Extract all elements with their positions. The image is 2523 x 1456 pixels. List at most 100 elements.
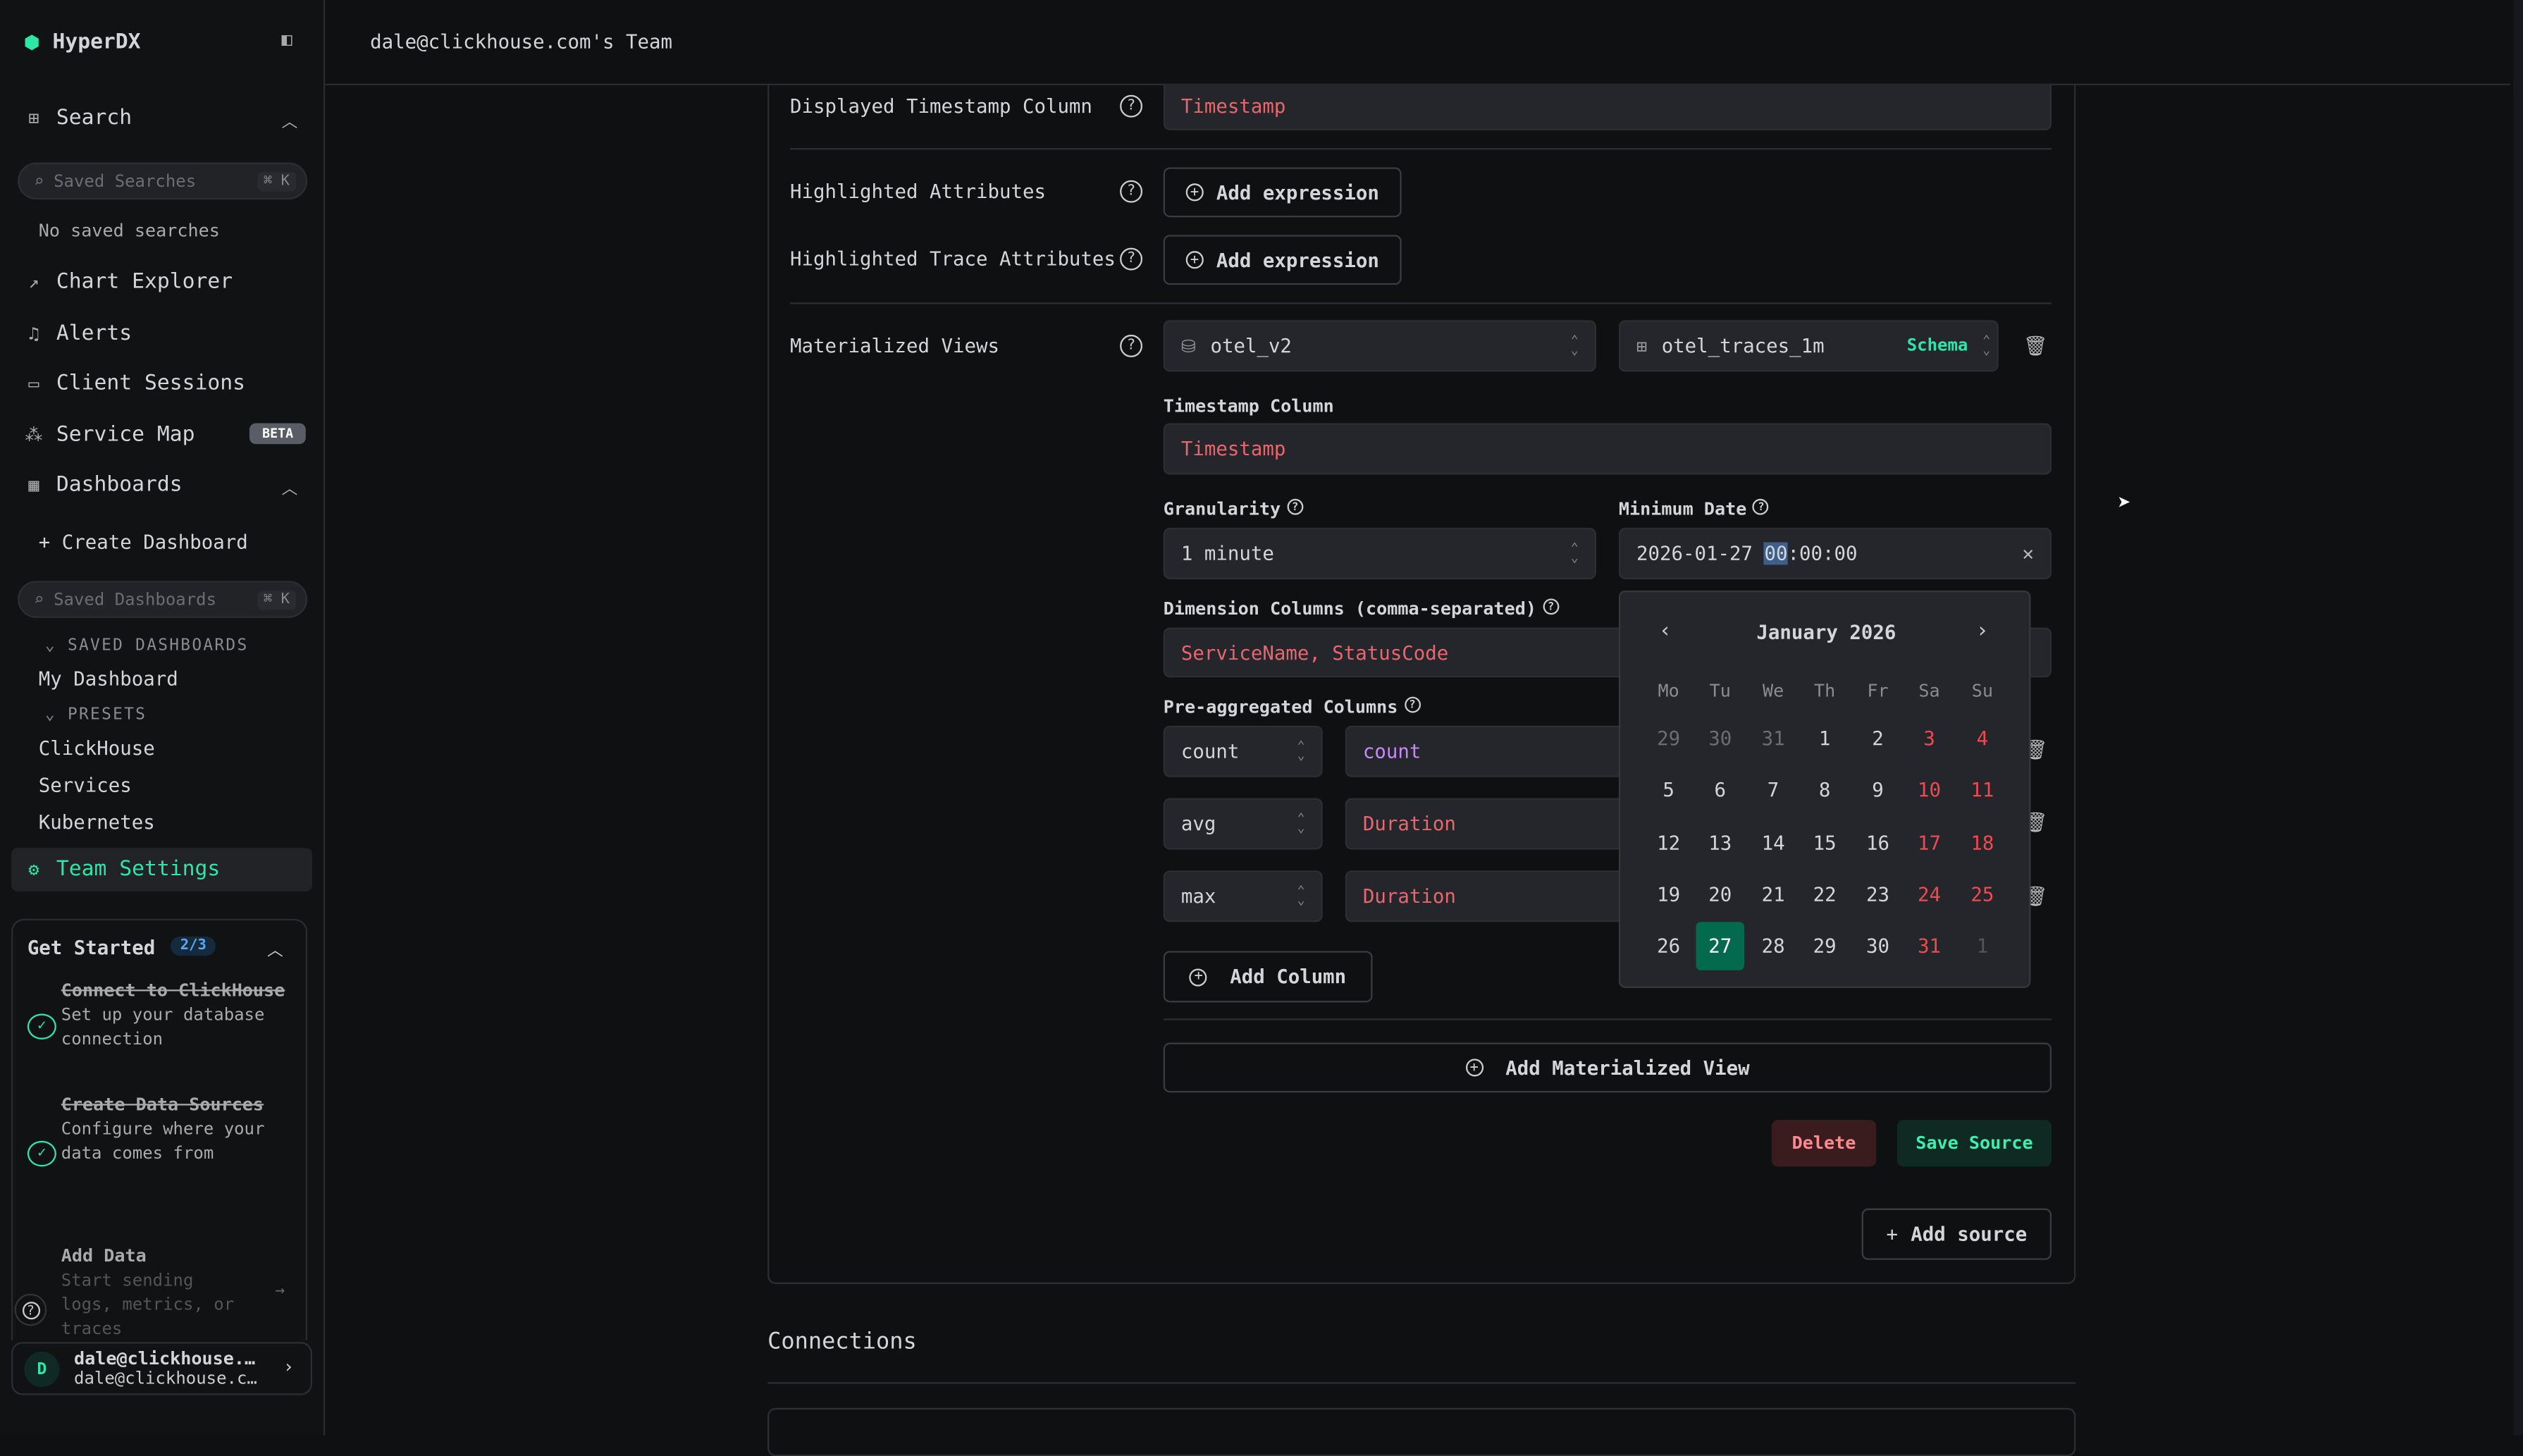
step-connect[interactable]: Connect to ClickHouse Set up your databa… xyxy=(61,978,300,1052)
calendar-day[interactable]: 28 xyxy=(1761,934,1785,958)
calendar-day[interactable]: 4 xyxy=(1976,727,1989,750)
calendar-day[interactable]: 1 xyxy=(1976,934,1989,958)
calendar-day[interactable]: 3 xyxy=(1923,727,1935,750)
help-icon[interactable]: ? xyxy=(1120,247,1143,271)
next-month-button[interactable]: › xyxy=(1975,619,1989,644)
calendar-day[interactable]: 21 xyxy=(1761,883,1785,906)
help-icon[interactable]: ? xyxy=(1753,498,1770,515)
aggregate-fn-select[interactable]: max ⌃ ⌄ xyxy=(1163,870,1323,923)
label: Add Materialized View xyxy=(1505,1056,1750,1079)
calendar-day[interactable]: 26 xyxy=(1657,934,1681,958)
saved-dashboards-header[interactable]: ⌄ SAVED DASHBOARDS xyxy=(45,637,249,655)
calendar-day[interactable]: 9 xyxy=(1872,779,1884,802)
mv-database-select[interactable]: ⛁ otel_v2 ⌃ ⌄ xyxy=(1163,320,1596,372)
add-trace-expression-button[interactable]: + Add expression xyxy=(1163,235,1402,285)
mouse-cursor-icon: ➤ xyxy=(2117,491,2131,517)
calendar-day[interactable]: 15 xyxy=(1813,832,1837,855)
previous-month-button[interactable]: ‹ xyxy=(1658,619,1672,644)
add-column-button[interactable]: + Add Column xyxy=(1163,951,1373,1003)
calendar-day[interactable]: 10 xyxy=(1918,779,1942,802)
calendar-day[interactable]: 31 xyxy=(1761,727,1785,750)
calendar-day[interactable]: 14 xyxy=(1761,832,1785,855)
aggregate-fn-select[interactable]: avg ⌃ ⌄ xyxy=(1163,798,1323,850)
preset-link[interactable]: ClickHouse xyxy=(38,736,155,760)
sidebar-item-dashboards[interactable]: ▦ Dashboards xyxy=(24,468,182,500)
calendar-day[interactable]: 6 xyxy=(1714,779,1726,802)
calendar-day[interactable]: 25 xyxy=(1970,883,1994,906)
calendar-day[interactable]: 11 xyxy=(1970,779,1994,802)
calendar-day[interactable]: 22 xyxy=(1813,883,1837,906)
chevron-up-icon[interactable]: ︿ xyxy=(267,942,283,961)
field-label: Timestamp Column xyxy=(1163,395,1334,417)
calendar-day[interactable]: 12 xyxy=(1657,832,1681,855)
delete-button[interactable]: Delete xyxy=(1771,1120,1877,1167)
saved-searches-input[interactable]: ⌕ Saved Searches ⌘ K xyxy=(18,162,308,200)
calendar-day[interactable]: 8 xyxy=(1818,779,1831,802)
preset-link[interactable]: Kubernetes xyxy=(38,810,155,834)
calendar-day[interactable]: 7 xyxy=(1767,779,1779,802)
sidebar-item-chart-explorer[interactable]: ↗ Chart Explorer xyxy=(24,266,233,298)
mv-timestamp-input[interactable]: Timestamp xyxy=(1163,423,2052,475)
saved-dashboards-input[interactable]: ⌕ Saved Dashboards ⌘ K xyxy=(18,581,308,618)
help-button[interactable]: ? xyxy=(14,1293,47,1326)
label: Service Map xyxy=(56,422,195,447)
calendar-day[interactable]: 5 xyxy=(1663,779,1674,802)
calendar-day[interactable]: 30 xyxy=(1865,934,1889,958)
help-icon[interactable]: ? xyxy=(1287,498,1304,515)
calendar-day[interactable]: 19 xyxy=(1657,883,1681,906)
add-expression-button[interactable]: + Add expression xyxy=(1163,167,1402,218)
calendar-day[interactable]: 24 xyxy=(1918,883,1942,906)
add-materialized-view-button[interactable]: + Add Materialized View xyxy=(1163,1042,2052,1093)
help-icon[interactable]: ? xyxy=(1120,94,1143,118)
label: Add expression xyxy=(1216,248,1379,271)
help-icon[interactable]: ? xyxy=(1543,598,1559,615)
add-source-button[interactable]: + Add source xyxy=(1861,1208,2052,1260)
chevron-up-icon[interactable]: ︿ xyxy=(281,481,298,499)
create-dashboard-link[interactable]: + Create Dashboard xyxy=(38,531,248,554)
sidebar-item-service-map[interactable]: ⁂ Service Map xyxy=(24,419,195,451)
brand[interactable]: ⬢ HyperDX xyxy=(24,26,140,58)
collapse-sidebar-icon[interactable]: ◧ xyxy=(281,29,292,50)
aggregate-fn-select[interactable]: count ⌃ ⌄ xyxy=(1163,725,1323,777)
scrollbar[interactable] xyxy=(2513,0,2523,1436)
help-icon[interactable]: ? xyxy=(1120,180,1143,203)
step-data-sources[interactable]: Create Data Sources Configure where your… xyxy=(61,1092,300,1166)
arrow-right-icon: → xyxy=(275,1282,285,1300)
calendar-day[interactable]: 16 xyxy=(1865,832,1889,855)
presets-header[interactable]: ⌄ PRESETS xyxy=(45,706,147,724)
save-source-button[interactable]: Save Source xyxy=(1896,1120,2052,1167)
mv-table-select[interactable]: ⊞ otel_traces_1m Schema ⌃ ⌄ xyxy=(1618,320,1999,372)
help-icon[interactable]: ? xyxy=(1120,334,1143,357)
progress-badge: 2/3 xyxy=(171,936,216,956)
help-icon[interactable]: ? xyxy=(1404,696,1421,713)
sidebar-item-team-settings[interactable]: ⚙ Team Settings xyxy=(11,848,312,892)
calendar-day[interactable]: 29 xyxy=(1657,727,1681,750)
calendar-day-selected[interactable]: 27 xyxy=(1696,922,1744,970)
displayed-timestamp-input[interactable]: Timestamp xyxy=(1163,83,2052,130)
user-menu[interactable]: D dale@clickhouse.… dale@clickhouse.c… › xyxy=(11,1342,312,1395)
calendar-month[interactable]: January 2026 xyxy=(1756,621,1896,644)
schema-link[interactable]: Schema xyxy=(1906,336,1968,356)
calendar-day[interactable]: 29 xyxy=(1813,934,1837,958)
sidebar-item-search[interactable]: ⊞ Search xyxy=(24,101,132,134)
calendar-day[interactable]: 13 xyxy=(1708,832,1732,855)
sidebar-item-alerts[interactable]: ♫ Alerts xyxy=(24,317,132,350)
granularity-select[interactable]: 1 minute ⌃ ⌄ xyxy=(1163,527,1596,579)
dashboard-link[interactable]: My Dashboard xyxy=(38,667,178,691)
calendar-day[interactable]: 17 xyxy=(1918,832,1942,855)
calendar-day[interactable]: 30 xyxy=(1708,727,1732,750)
chevron-up-icon[interactable]: ︿ xyxy=(281,114,298,132)
calendar-day[interactable]: 31 xyxy=(1918,934,1942,958)
sidebar-item-client-sessions[interactable]: ▭ Client Sessions xyxy=(24,367,245,400)
select-arrows-icon: ⌃ ⌄ xyxy=(1297,738,1305,763)
clear-icon[interactable]: ✕ xyxy=(2022,542,2034,565)
preset-link[interactable]: Services xyxy=(38,774,132,797)
calendar-day[interactable]: 18 xyxy=(1970,832,1994,855)
step-add-data[interactable]: Add Data Start sending logs, metrics, or… xyxy=(61,1244,254,1340)
calendar-day[interactable]: 23 xyxy=(1865,883,1889,906)
minimum-date-input[interactable]: 2026-01-27 00:00:00 ✕ xyxy=(1618,527,2052,579)
calendar-day[interactable]: 20 xyxy=(1708,883,1732,906)
trash-icon[interactable]: 🗑 xyxy=(2023,334,2048,357)
calendar-day[interactable]: 2 xyxy=(1872,727,1884,750)
calendar-day[interactable]: 1 xyxy=(1818,727,1831,750)
